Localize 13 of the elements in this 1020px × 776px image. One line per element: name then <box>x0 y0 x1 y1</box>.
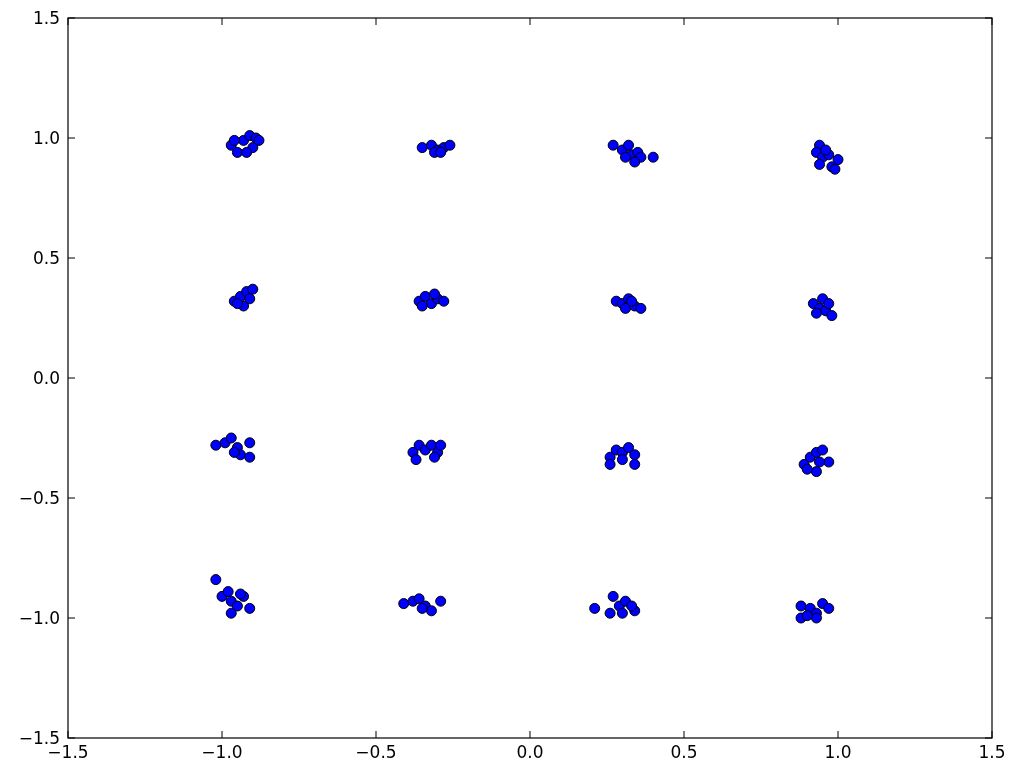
x-tick-label: 0.5 <box>670 742 698 762</box>
x-tick-label: −0.5 <box>355 742 397 762</box>
y-tick-label: 1.5 <box>32 7 60 28</box>
y-tick-label: −0.5 <box>18 487 60 508</box>
x-tick-label: 0.0 <box>516 742 544 762</box>
y-tick-label: 0.5 <box>32 247 60 268</box>
x-tick-label: 1.0 <box>824 742 852 762</box>
y-tick-label: 1.0 <box>32 127 60 148</box>
x-tick-label: −1.0 <box>201 742 243 762</box>
x-tick-label: 1.5 <box>978 742 1006 762</box>
y-tick-label: −1.0 <box>18 607 60 628</box>
y-tick-label: 0.0 <box>32 367 60 388</box>
y-tick-label: −1.5 <box>18 727 60 748</box>
